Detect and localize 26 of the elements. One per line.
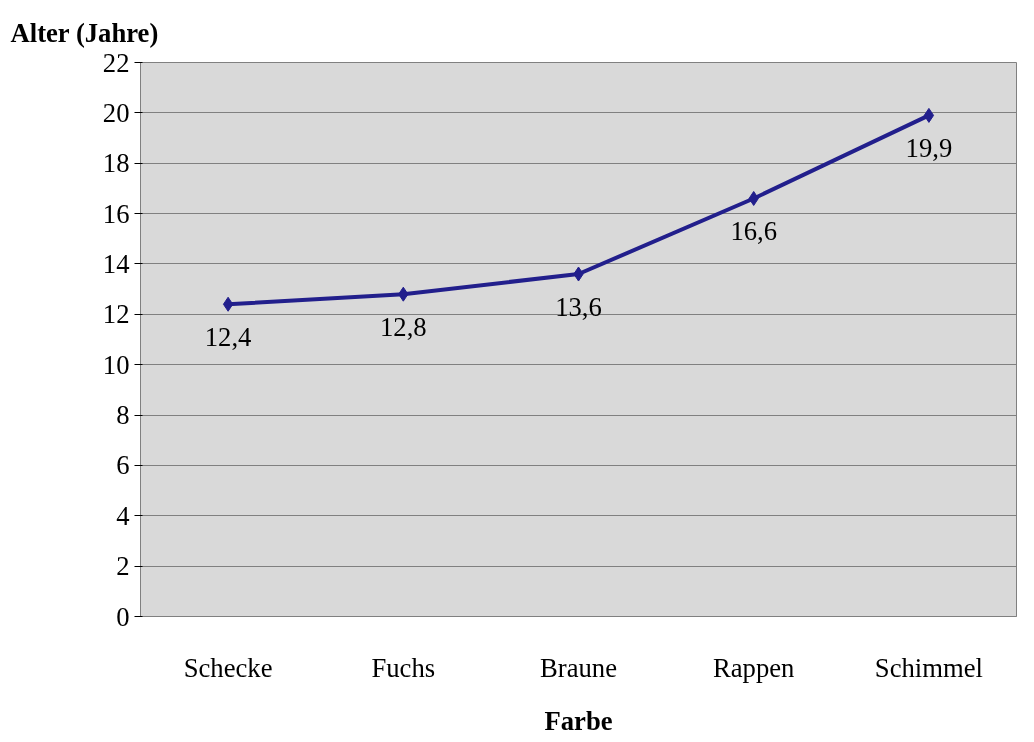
point [222,296,234,312]
y-tick-label: 22 [102,47,130,78]
data-label: 12,8 [379,312,427,343]
data-label: 19,9 [905,133,953,164]
data-label: 16,6 [730,216,778,247]
y-tick-label: 18 [102,148,130,179]
data-label: 12,4 [204,322,252,353]
y-tick-label: 8 [116,400,130,431]
y-tick-label: 20 [102,97,130,128]
y-tick-label: 10 [102,349,130,380]
x-tick-label: Rappen [712,652,795,683]
y-tick-label: 2 [116,551,130,582]
x-axis-title: Farbe [544,705,613,736]
data-label: 13,6 [555,292,602,323]
y-axis-title: Alter (Jahre) [10,17,159,48]
y-tick-label: 6 [116,450,130,481]
point [923,107,935,123]
x-tick-label: Schecke [183,652,273,683]
y-tick-label: 0 [116,601,130,632]
y-tick-label: 4 [116,500,130,531]
x-tick-label: Schimmel [874,652,983,683]
x-tick-label: Fuchs [371,652,436,683]
y-tick-label: 12 [102,299,130,330]
x-tick-label: Braune [540,652,617,683]
y-tick-label: 14 [102,248,130,279]
y-tick-label: 16 [102,198,130,229]
